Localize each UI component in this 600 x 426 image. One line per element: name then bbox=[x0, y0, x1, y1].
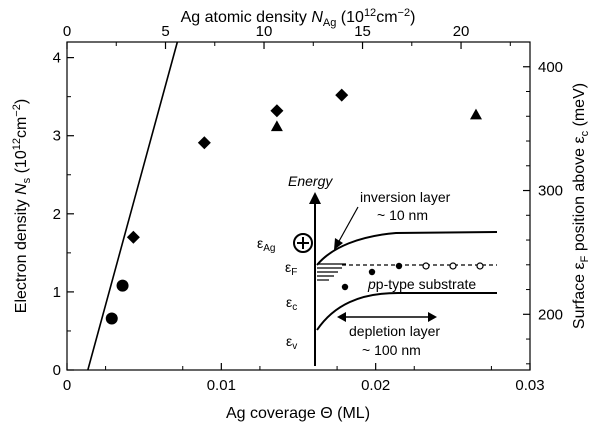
bottom-tick-label: 0.03 bbox=[515, 377, 544, 394]
depletion-size: ~ 100 nm bbox=[362, 342, 421, 358]
left-tick-label: 4 bbox=[53, 50, 61, 67]
right-tick-label: 300 bbox=[538, 183, 563, 200]
depletion-label: depletion layer bbox=[349, 323, 440, 339]
linear-line bbox=[87, 41, 179, 371]
data-markers bbox=[105, 88, 482, 325]
band-diagram-inset: Energy inversion bbox=[257, 173, 498, 366]
right-tick-label: 400 bbox=[538, 59, 563, 76]
eps-v-label: εv bbox=[286, 333, 297, 352]
diamond-point bbox=[270, 104, 284, 118]
ticks bbox=[66, 42, 531, 371]
right-tick-label: 200 bbox=[538, 306, 563, 323]
bottom-tick-label: 0 bbox=[63, 377, 71, 394]
valence-band-curve bbox=[316, 292, 497, 331]
conduction-band-curve bbox=[316, 231, 498, 266]
fermi-filled-dots bbox=[341, 262, 403, 291]
triangle-point bbox=[270, 120, 283, 132]
inversion-pointer bbox=[337, 206, 359, 244]
circle-point bbox=[105, 312, 118, 325]
top-tick-label: 5 bbox=[161, 23, 169, 40]
top-tick-label: 15 bbox=[354, 23, 371, 40]
inversion-hatch bbox=[317, 263, 346, 281]
left-tick-label: 1 bbox=[53, 284, 61, 301]
eps-c-label: εc bbox=[286, 294, 297, 313]
left-tick-label: 0 bbox=[53, 362, 61, 379]
top-tick-label: 10 bbox=[256, 23, 273, 40]
energy-axis-arrowhead bbox=[309, 192, 321, 204]
bottom-axis-label: Ag coverage Θ (ML) bbox=[226, 405, 370, 422]
diamond-point bbox=[126, 230, 140, 244]
top-tick-label: 0 bbox=[63, 23, 71, 40]
energy-label: Energy bbox=[288, 173, 333, 189]
diamond-point bbox=[197, 136, 211, 150]
left-axis-label: Electron density Ns (1012cm−2) bbox=[11, 99, 33, 313]
inversion-label: inversion layer bbox=[360, 189, 451, 205]
inversion-size: ~ 10 nm bbox=[377, 207, 428, 223]
top-axis-label: Ag atomic density NAg (1012cm−2) bbox=[181, 7, 416, 29]
eps-ag-label: εAg bbox=[257, 235, 275, 254]
right-axis-label: Surface εF position above εc (meV) bbox=[571, 83, 591, 329]
top-tick-label: 20 bbox=[453, 23, 470, 40]
left-tick-label: 3 bbox=[53, 128, 61, 145]
substrate-label: pp-type substrate bbox=[367, 276, 476, 292]
bottom-tick-label: 0.01 bbox=[207, 377, 236, 394]
bottom-tick-label: 0.02 bbox=[361, 377, 390, 394]
circle-point bbox=[116, 279, 129, 292]
triangle-point bbox=[469, 108, 482, 120]
diamond-point bbox=[335, 88, 349, 102]
left-tick-label: 2 bbox=[53, 206, 61, 223]
eps-f-label: εF bbox=[285, 259, 297, 278]
fermi-open-dots bbox=[422, 262, 484, 270]
plot-frame bbox=[66, 41, 531, 371]
